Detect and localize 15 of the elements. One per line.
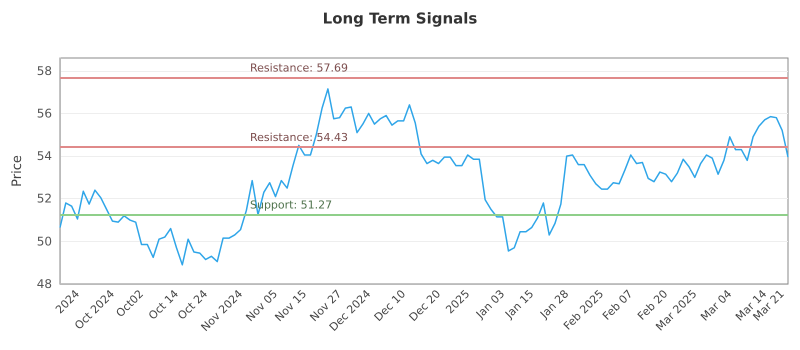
x-tick-label: Dec 20 <box>406 287 444 324</box>
chart-title: Long Term Signals <box>322 10 478 28</box>
y-tick-label: 50 <box>36 234 52 248</box>
x-tick-label: Mar 04 <box>698 287 734 324</box>
y-tick-label: 52 <box>36 192 52 206</box>
y-axis-title: Price <box>10 155 25 187</box>
x-tick-label: Jan 15 <box>502 287 536 322</box>
y-tick-label: 48 <box>36 277 52 291</box>
y-tick-label: 58 <box>36 64 52 78</box>
y-tick-label: 54 <box>36 149 52 164</box>
y-tick-label: 56 <box>36 106 52 120</box>
ref-line-label: Resistance: 57.69 <box>250 61 348 74</box>
line-series <box>59 88 789 266</box>
x-tick-label: Dec 10 <box>372 287 408 324</box>
ref-line-label: Resistance: 54.43 <box>250 130 348 144</box>
